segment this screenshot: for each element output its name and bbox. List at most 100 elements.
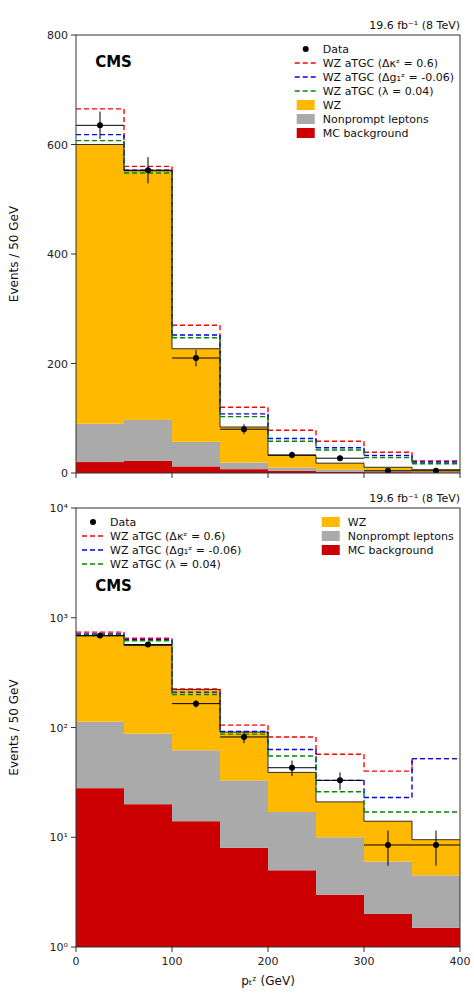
stack-bar	[124, 734, 172, 805]
step-line	[412, 758, 460, 759]
data-point	[337, 455, 343, 461]
legend: DataWZ aTGC (Δκᶻ = 0.6)WZ aTGC (Δg₁ᶻ = -…	[295, 43, 454, 140]
step-line	[364, 455, 412, 456]
step-line	[220, 413, 268, 414]
legend-item: Nonprompt leptons	[322, 530, 454, 543]
y-axis-label: Events / 50 GeV	[7, 205, 21, 302]
legend-label: WZ aTGC (Δg₁ᶻ = -0.06)	[323, 71, 454, 84]
y-tick-label: 400	[47, 248, 68, 261]
stack-bar	[316, 463, 364, 470]
step-line	[316, 441, 364, 442]
step-line	[220, 416, 268, 417]
plot-frame	[76, 35, 460, 473]
stack-bar	[76, 722, 124, 788]
y-tick-label: 200	[47, 358, 68, 371]
step-riser	[315, 756, 316, 792]
stack-bar	[316, 802, 364, 837]
y-tick-label: 0	[61, 467, 68, 480]
step-line	[124, 639, 172, 640]
legend-item: WZ aTGC (Δg₁ᶻ = -0.06)	[82, 544, 241, 557]
legend-item: Data	[90, 516, 136, 529]
step-line	[412, 463, 460, 464]
step-riser	[315, 441, 316, 450]
stack-bar	[172, 349, 220, 442]
step-line	[268, 749, 316, 750]
step-riser	[219, 338, 220, 417]
x-tick	[268, 473, 269, 478]
legend-item: WZ	[297, 99, 342, 112]
plot-frame	[76, 508, 460, 947]
stack-bar	[220, 732, 268, 780]
step-riser	[411, 759, 412, 798]
legend-handle	[297, 128, 315, 138]
legend-item: WZ aTGC (Δg₁ᶻ = -0.06)	[295, 71, 454, 84]
legend-label: WZ aTGC (Δκᶻ = 0.6)	[110, 530, 225, 543]
legend-handle	[295, 62, 317, 63]
legend-handle	[82, 549, 104, 550]
step-riser	[123, 141, 124, 173]
stack-bar	[172, 821, 220, 947]
figure: 0200400600800Events / 50 GeVDataWZ aTGC …	[0, 0, 474, 1002]
stack-bar	[76, 636, 124, 722]
stack-bar	[76, 462, 124, 473]
step-line	[172, 324, 220, 325]
plot-area	[76, 109, 460, 473]
step-line	[412, 811, 460, 812]
legend-handle	[303, 46, 309, 52]
stack-bar	[124, 420, 172, 461]
stack-bar	[76, 788, 124, 947]
step-line	[364, 770, 412, 771]
stack-bar	[412, 928, 460, 947]
legend-label: Nonprompt leptons	[348, 530, 454, 543]
stack-bar	[172, 689, 220, 750]
step-line	[268, 441, 316, 442]
step-line	[172, 337, 220, 338]
step-line	[172, 691, 220, 692]
stack-bar	[172, 442, 220, 467]
annotation: CMS	[95, 53, 132, 71]
x-tick	[172, 473, 173, 478]
legend-item: MC background	[322, 544, 434, 557]
y-tick-label: 10²	[50, 722, 68, 735]
step-line	[412, 461, 460, 462]
legend-label: WZ	[348, 516, 367, 529]
y-tick	[71, 363, 76, 364]
y-axis-label: Events / 50 GeV	[7, 679, 21, 776]
x-tick	[460, 947, 461, 952]
legend-label: Data	[323, 43, 349, 56]
legend-item: WZ aTGC (Δκᶻ = 0.6)	[295, 57, 438, 70]
y-tick-label: 10⁴	[50, 502, 69, 515]
step-line	[124, 640, 172, 641]
stack-bar	[124, 804, 172, 947]
plot-area	[76, 632, 460, 947]
step-line	[316, 754, 364, 755]
stack-outline	[76, 636, 460, 840]
x-tick-label: 0	[73, 955, 80, 968]
stack-bar	[316, 895, 364, 947]
y-tick	[71, 35, 76, 36]
x-axis-label: pₜᶻ (GeV)	[241, 974, 295, 988]
legend-handle	[295, 90, 317, 91]
legend-handle	[322, 517, 340, 527]
step-line	[268, 755, 316, 756]
stack-bar	[268, 772, 316, 812]
legend-handle	[297, 114, 315, 124]
stack-bar	[124, 461, 172, 473]
stack-bar	[124, 171, 172, 420]
data-point	[433, 842, 439, 848]
x-tick	[364, 947, 365, 952]
step-line	[364, 797, 412, 798]
y-tick	[71, 947, 76, 948]
data-point	[385, 468, 391, 473]
step-line	[76, 140, 124, 141]
data-point	[289, 452, 295, 458]
legend-label: WZ aTGC (λ = 0.04)	[110, 558, 221, 571]
stack-bar	[220, 848, 268, 947]
stack-bar	[220, 780, 268, 848]
stack-bar	[268, 812, 316, 870]
legend-label: Nonprompt leptons	[323, 113, 429, 126]
legend-label: WZ	[323, 99, 342, 112]
annotation: 19.6 fb⁻¹ (8 TeV)	[369, 19, 460, 32]
data-point	[241, 426, 247, 432]
y-tick	[71, 837, 76, 838]
